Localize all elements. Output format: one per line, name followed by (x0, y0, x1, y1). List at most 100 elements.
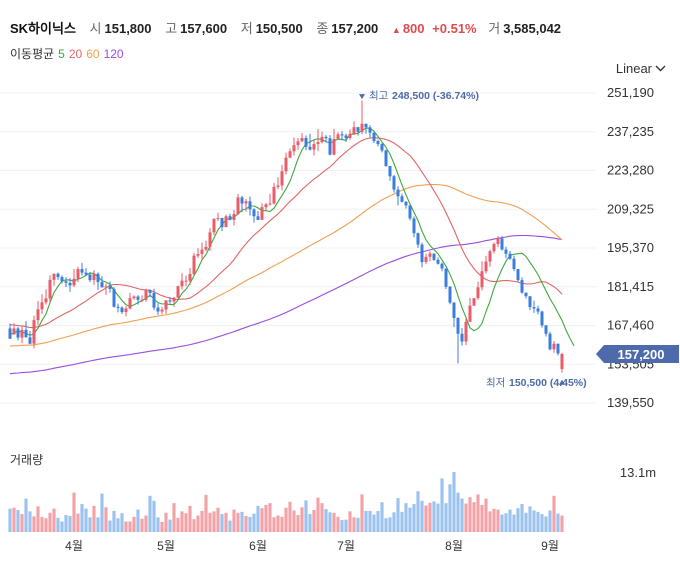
candle-body[interactable] (60, 277, 64, 282)
candle-body[interactable] (132, 296, 136, 299)
candle-body[interactable] (184, 280, 188, 282)
volume-bar[interactable] (356, 517, 360, 532)
candle-body[interactable] (356, 127, 360, 132)
candle-body[interactable] (96, 273, 100, 283)
volume-bar[interactable] (368, 510, 372, 532)
candle-body[interactable] (56, 273, 60, 278)
candle-body[interactable] (448, 286, 452, 303)
candle-body[interactable] (252, 209, 256, 217)
volume-bar[interactable] (436, 503, 440, 532)
volume-bar[interactable] (480, 504, 484, 532)
candle-body[interactable] (24, 329, 28, 338)
candle-body[interactable] (280, 171, 284, 186)
volume-bar[interactable] (488, 511, 492, 532)
volume-bar[interactable] (456, 492, 460, 532)
volume-bar[interactable] (324, 509, 328, 532)
volume-bar[interactable] (552, 495, 556, 532)
volume-bar[interactable] (460, 498, 464, 532)
candle-body[interactable] (48, 279, 52, 299)
candle-body[interactable] (308, 146, 312, 150)
candle-body[interactable] (272, 186, 276, 204)
candle-body[interactable] (40, 302, 44, 310)
volume-bar[interactable] (532, 510, 536, 532)
volume-bar[interactable] (196, 515, 200, 532)
candle-body[interactable] (144, 290, 148, 300)
volume-bar[interactable] (508, 509, 512, 532)
volume-bar[interactable] (444, 503, 448, 532)
volume-bar[interactable] (416, 491, 420, 532)
volume-bar[interactable] (312, 510, 316, 532)
volume-bar[interactable] (192, 519, 196, 532)
volume-bar[interactable] (248, 516, 252, 532)
candle-body[interactable] (432, 253, 436, 260)
volume-bar[interactable] (156, 517, 160, 532)
volume-bar[interactable] (500, 514, 504, 532)
volume-bar[interactable] (400, 511, 404, 532)
volume-bar[interactable] (396, 498, 400, 532)
volume-bar[interactable] (384, 518, 388, 532)
volume-bar[interactable] (468, 497, 472, 532)
candle-body[interactable] (168, 300, 172, 302)
candle-body[interactable] (304, 137, 308, 147)
volume-bar[interactable] (208, 512, 212, 532)
candle-body[interactable] (416, 233, 420, 245)
volume-bar[interactable] (20, 514, 24, 532)
candle-body[interactable] (456, 317, 460, 334)
volume-bar[interactable] (472, 502, 476, 532)
candle-body[interactable] (20, 329, 24, 338)
volume-bar[interactable] (104, 507, 108, 532)
candle-body[interactable] (244, 201, 248, 204)
candle-body[interactable] (276, 185, 280, 187)
volume-bar[interactable] (8, 508, 12, 532)
volume-bar[interactable] (164, 512, 168, 532)
candle-body[interactable] (404, 201, 408, 206)
candle-body[interactable] (164, 300, 168, 310)
candle-body[interactable] (328, 138, 332, 155)
volume-bar[interactable] (420, 500, 424, 532)
candle-body[interactable] (552, 343, 556, 350)
volume-bar[interactable] (268, 503, 272, 532)
candle-body[interactable] (72, 278, 76, 286)
candle-body[interactable] (492, 244, 496, 252)
candle-body[interactable] (340, 134, 344, 136)
candle-body[interactable] (212, 218, 216, 233)
candle-body[interactable] (220, 217, 224, 228)
candle-body[interactable] (224, 216, 228, 228)
volume-bar[interactable] (544, 516, 548, 532)
candle-body[interactable] (88, 274, 92, 281)
candle-body[interactable] (440, 263, 444, 269)
volume-bar[interactable] (512, 514, 516, 532)
candle-body[interactable] (216, 217, 220, 219)
volume-bar[interactable] (92, 505, 96, 532)
candle-body[interactable] (560, 353, 564, 369)
volume-bar[interactable] (124, 521, 128, 532)
volume-bar[interactable] (144, 515, 148, 532)
volume-bar[interactable] (380, 502, 384, 532)
candle-body[interactable] (468, 305, 472, 322)
volume-bar[interactable] (176, 517, 180, 532)
candle-body[interactable] (384, 150, 388, 167)
candle-body[interactable] (396, 189, 400, 197)
volume-bar[interactable] (428, 502, 432, 532)
candle-body[interactable] (420, 244, 424, 263)
candle-body[interactable] (12, 328, 16, 335)
candle-body[interactable] (528, 296, 532, 308)
volume-bar[interactable] (108, 520, 112, 532)
candle-body[interactable] (292, 145, 296, 152)
volume-bar[interactable] (68, 515, 72, 532)
volume-bar[interactable] (64, 515, 68, 532)
candle-body[interactable] (488, 251, 492, 262)
volume-bar[interactable] (28, 511, 32, 532)
volume-bar[interactable] (388, 517, 392, 532)
volume-bar[interactable] (48, 512, 52, 532)
volume-bar[interactable] (452, 472, 456, 532)
volume-bar[interactable] (148, 495, 152, 532)
volume-bar[interactable] (24, 498, 28, 532)
candle-body[interactable] (112, 289, 116, 307)
candle-body[interactable] (84, 272, 88, 275)
volume-bar[interactable] (88, 517, 92, 532)
candle-body[interactable] (368, 127, 372, 133)
candle-body[interactable] (520, 280, 524, 293)
candle-body[interactable] (8, 328, 12, 339)
